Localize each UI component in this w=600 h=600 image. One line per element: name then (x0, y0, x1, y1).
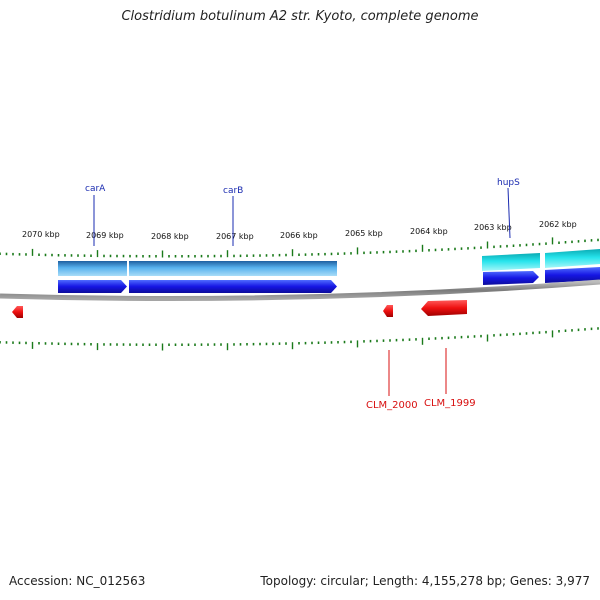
forward-gene-labels: carA carB hupS (85, 178, 520, 246)
inner-tick-ruler (0, 327, 599, 351)
gene-label-carB[interactable]: carB (223, 186, 243, 196)
genome-backbone (0, 279, 600, 302)
gene-feature-band (58, 249, 600, 276)
carB-cds-arrow[interactable] (129, 280, 337, 293)
kbp-label-2062: 2062 kbp (539, 220, 577, 229)
kbp-label-2064: 2064 kbp (410, 227, 448, 236)
carB-band (129, 261, 337, 276)
gene-label-hupS[interactable]: hupS (497, 178, 520, 188)
accession-label: Accession: NC_012563 (9, 574, 146, 588)
forward-cds-track (58, 267, 600, 293)
gene-label-CLM_2000[interactable]: CLM_2000 (366, 400, 418, 411)
CLM_1999-cds-arrow[interactable] (421, 300, 467, 316)
kbp-label-2066: 2066 kbp (280, 231, 318, 240)
gene-label-carA[interactable]: carA (85, 184, 106, 194)
next-cds-arrow[interactable] (545, 267, 600, 283)
carA-cds-arrow[interactable] (58, 280, 127, 293)
reverse-cds-track (12, 300, 467, 318)
reverse-gene-labels: CLM_2000 CLM_1999 (366, 348, 476, 411)
carA-band (58, 261, 127, 276)
kbp-label-2069: 2069 kbp (86, 231, 124, 240)
kbp-label-2068: 2068 kbp (151, 232, 189, 241)
kbp-labels: 2070 kbp 2069 kbp 2068 kbp 2067 kbp 2066… (22, 220, 577, 241)
kbp-label-2070: 2070 kbp (22, 230, 60, 239)
hupS-band (482, 253, 540, 271)
next-gene-band (545, 249, 600, 268)
reverse-cds-left[interactable] (12, 306, 23, 318)
kbp-label-2067: 2067 kbp (216, 232, 254, 241)
outer-tick-ruler (0, 237, 599, 258)
hupS-cds-arrow[interactable] (483, 271, 539, 285)
CLM_2000-cds-arrow[interactable] (383, 305, 393, 317)
kbp-label-2063: 2063 kbp (474, 223, 512, 232)
map-title: Clostridium botulinum A2 str. Kyoto, com… (121, 9, 479, 24)
genome-summary-label: Topology: circular; Length: 4,155,278 bp… (260, 574, 590, 588)
gene-label-CLM_1999[interactable]: CLM_1999 (424, 398, 476, 409)
kbp-label-2065: 2065 kbp (345, 229, 383, 238)
